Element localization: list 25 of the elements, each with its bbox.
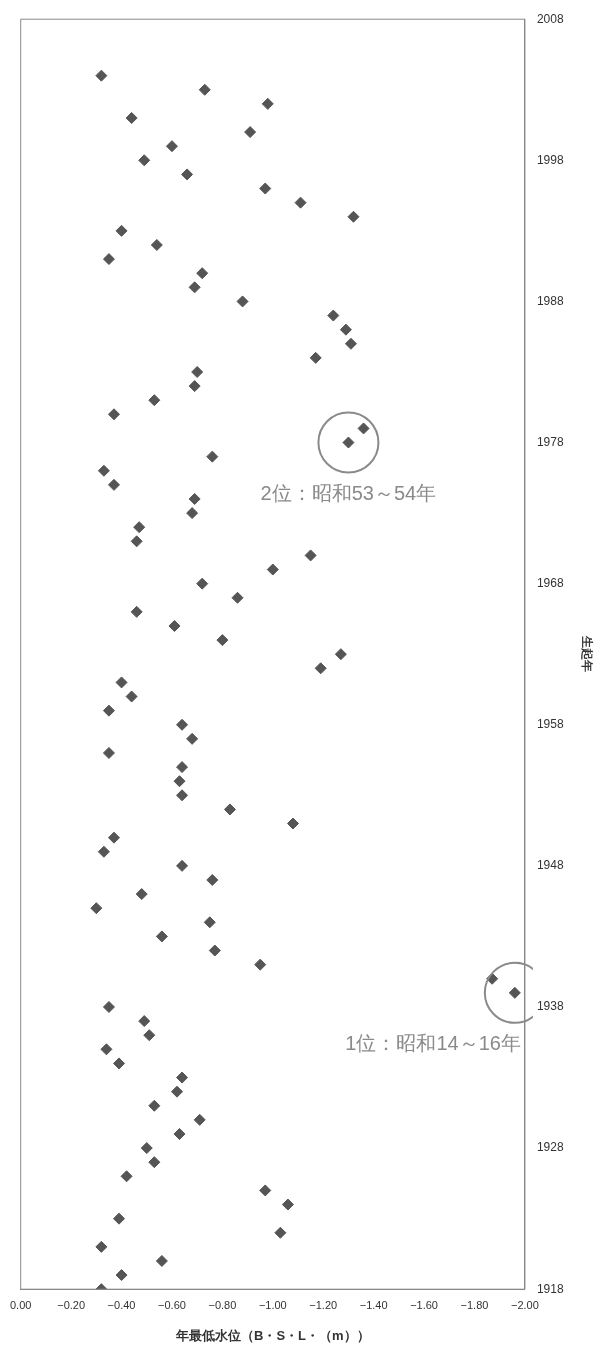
y-tick-label: 1958 <box>536 717 564 732</box>
x-tick-label: −0.40 <box>107 1298 136 1311</box>
y-tick-label: 1968 <box>536 575 564 590</box>
x-tick-label: −1.00 <box>258 1298 287 1311</box>
x-tick-label: −1.20 <box>309 1298 338 1311</box>
x-tick-label: −0.60 <box>158 1298 186 1311</box>
y-tick-label: 1928 <box>536 1140 564 1155</box>
y-tick-label: 2008 <box>536 11 564 26</box>
x-tick-label: −1.40 <box>359 1298 388 1311</box>
x-tick-label: −1.60 <box>410 1298 438 1311</box>
y-tick-label: 1948 <box>536 858 564 873</box>
x-axis-title: 年最低水位（B・S・L・（m）） <box>175 1327 370 1343</box>
annotation: 2位：昭和53～54年 <box>260 482 437 505</box>
y-tick-label: 1978 <box>536 434 564 449</box>
x-tick-label: −2.00 <box>510 1298 539 1311</box>
x-tick-label: 0.00 <box>9 1298 32 1311</box>
y-tick-label: 1998 <box>536 152 564 167</box>
y-axis-title: 生起年 <box>580 635 595 673</box>
x-tick-label: −1.80 <box>460 1298 489 1311</box>
y-tick-label: 1918 <box>536 1281 564 1296</box>
annotation: 1位：昭和14～16年 <box>345 1032 521 1055</box>
y-tick-label: 1988 <box>536 293 564 308</box>
x-tick-label: −0.80 <box>208 1298 237 1311</box>
x-tick-label: −0.20 <box>57 1298 86 1311</box>
y-tick-label: 1938 <box>536 999 564 1014</box>
